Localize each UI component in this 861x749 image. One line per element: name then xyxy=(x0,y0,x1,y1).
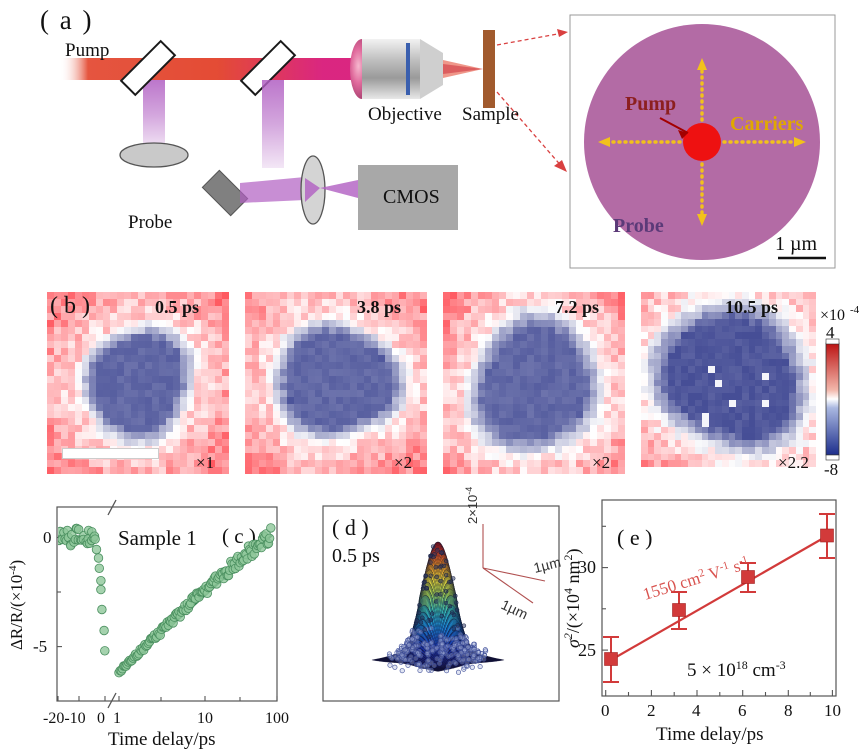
svg-text:Time delay/ps: Time delay/ps xyxy=(656,724,764,745)
svg-text:0: 0 xyxy=(97,710,105,727)
svg-text:ΔR/R/(×10-4): ΔR/R/(×10-4) xyxy=(7,560,26,650)
svg-text:2: 2 xyxy=(647,701,656,720)
svg-text:10: 10 xyxy=(824,701,841,720)
svg-text:1: 1 xyxy=(113,710,121,727)
svg-text:( e ): ( e ) xyxy=(617,525,652,550)
svg-text:-5: -5 xyxy=(33,637,47,656)
svg-text:6: 6 xyxy=(738,701,747,720)
svg-text:σ2/(×104 nm2): σ2/(×104 nm2) xyxy=(561,548,584,648)
svg-text:-20-10: -20-10 xyxy=(43,710,86,727)
svg-text:10: 10 xyxy=(197,710,213,727)
svg-text:Time delay/ps: Time delay/ps xyxy=(108,729,216,749)
svg-text:0: 0 xyxy=(43,528,52,547)
svg-text:0: 0 xyxy=(601,701,610,720)
svg-text:100: 100 xyxy=(265,710,289,727)
svg-text:4: 4 xyxy=(692,701,701,720)
svg-text:Sample 1: Sample 1 xyxy=(118,526,197,550)
svg-text:8: 8 xyxy=(784,701,793,720)
